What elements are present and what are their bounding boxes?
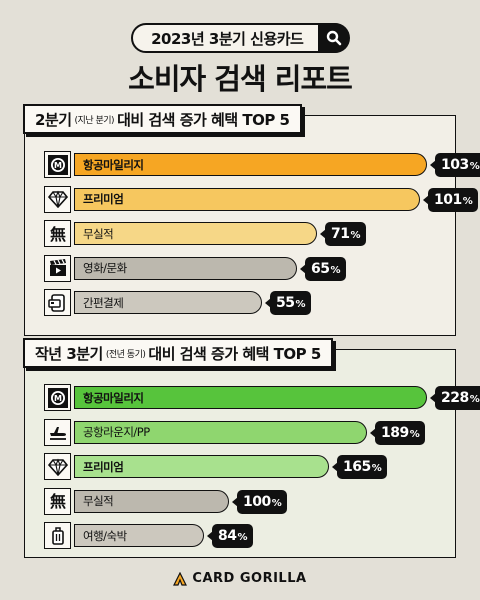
bar-row: 無 무실적 100% [44,487,444,515]
section-title-main: 작년 3분기 [35,344,103,363]
brand-footer: CARD GORILLA [0,571,480,586]
diamond-icon [44,185,71,213]
suitcase-icon [44,522,71,549]
section-title-year: 작년 3분기 (전년 동기) 대비 검색 증가 혜택 TOP 5 [23,338,333,368]
svg-text:無: 無 [49,225,65,244]
section-title-sub: (전년 동기) [105,349,146,360]
bar: 프리미엄 [74,187,420,211]
svg-text:M: M [54,394,62,403]
section-title-sub: (지난 분기) [74,115,115,126]
bar-label: 프리미엄 [83,192,124,206]
bar-label: 공항라운지/PP [83,425,150,439]
section-title-main: 2분기 [35,110,72,129]
no-kanji-icon: 無 [44,220,71,247]
section-title-rest: 대비 검색 증가 혜택 TOP 5 [148,344,321,363]
bar: 무실적 [74,489,229,513]
bar-label: 무실적 [83,494,114,508]
value-label: 101% [422,187,479,212]
bar-row: 간편결제 55% [44,289,444,316]
search-pill: 2023년 3분기 신용카드 [131,23,350,53]
brand-name: CARD GORILLA [192,571,307,586]
bar: 항공마일리지 [74,386,427,409]
diamond-icon [44,453,71,480]
bar-row: M 항공마일리지 228% [44,384,480,411]
bar-label: 항공마일리지 [83,157,144,172]
value-label: 100% [231,489,288,514]
search-pill-text: 2023년 3분기 신용카드 [151,29,304,48]
value-label: 55% [264,291,312,315]
svg-text:無: 無 [49,492,65,511]
bar-row: 프리미엄 101% [44,185,479,213]
bar-row: M 항공마일리지 103% [44,151,480,178]
value-label: 84% [206,524,254,548]
clapperboard-icon [44,254,71,282]
value-label: 71% [319,222,367,246]
bar: 간편결제 [74,291,262,314]
bar-label: 간편결제 [83,295,124,310]
bar-label: 영화/문화 [83,261,127,275]
bar: 영화/문화 [74,256,297,280]
bar-row: 프리미엄 165% [44,453,444,480]
bar-label: 무실적 [83,226,114,241]
airplane-icon [44,418,71,446]
no-kanji-icon: 無 [44,487,71,515]
card-phone-icon [44,289,71,316]
value-label: 103% [429,153,480,177]
bar: 항공마일리지 [74,153,427,176]
bar: 여행/숙박 [74,524,204,547]
bar-label: 프리미엄 [83,459,124,474]
svg-text:M: M [54,161,62,170]
value-label: 165% [331,455,388,479]
page-title: 소비자 검색 리포트 [128,62,353,96]
search-icon [317,23,350,53]
mileage-m-icon: M [44,384,71,411]
value-label: 189% [369,420,426,445]
bar-row: 영화/문화 65% [44,254,444,282]
gorilla-logo-icon [173,571,188,586]
mileage-m-icon: M [44,151,71,178]
bar: 공항라운지/PP [74,420,367,444]
bar-row: 無 무실적 71% [44,220,444,247]
section-title-quarter: 2분기 (지난 분기) 대비 검색 증가 혜택 TOP 5 [23,104,302,134]
bar: 프리미엄 [74,455,329,478]
section-year-compare: 작년 3분기 (전년 동기) 대비 검색 증가 혜택 TOP 5 [23,338,456,558]
bar-label: 항공마일리지 [83,390,144,405]
bar-row: 여행/숙박 84% [44,522,444,549]
value-label: 228% [429,386,480,410]
bar-label: 여행/숙박 [83,528,127,543]
value-label: 65% [299,256,347,281]
section-title-rest: 대비 검색 증가 혜택 TOP 5 [117,110,290,129]
bar: 무실적 [74,222,317,245]
bar-row: 공항라운지/PP 189% [44,418,444,446]
